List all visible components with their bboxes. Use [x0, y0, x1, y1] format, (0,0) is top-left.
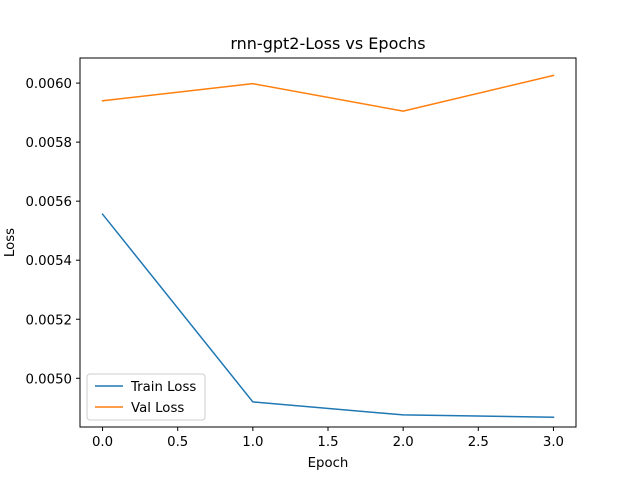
y-tick-label: 0.0056	[25, 195, 72, 210]
chart-title: rnn-gpt2-Loss vs Epochs	[230, 34, 425, 53]
series-line-train-loss	[101, 213, 555, 419]
legend-label-val-loss: Val Loss	[131, 401, 184, 416]
x-axis-ticks: 0.0 0.5 1.0 1.5 2.0 2.5 3.0	[92, 427, 564, 450]
plot-frame	[79, 57, 577, 428]
legend-label-train-loss: Train Loss	[130, 380, 196, 395]
legend: Train Loss Val Loss	[86, 373, 206, 421]
plot-area	[80, 58, 576, 427]
x-tick-label: 0.5	[167, 435, 188, 450]
y-tick-label: 0.0054	[25, 254, 72, 269]
x-tick-label: 1.0	[242, 435, 263, 450]
series-line-val-loss	[101, 74, 555, 112]
x-tick-label: 2.5	[468, 435, 489, 450]
x-tick-label: 3.0	[543, 435, 564, 450]
y-axis-ticks: 0.0050 0.0052 0.0054 0.0056 0.0058 0.0060	[25, 77, 80, 387]
x-tick-label: 0.0	[92, 435, 113, 450]
x-tick-label: 1.5	[317, 435, 338, 450]
y-tick-label: 0.0060	[25, 77, 72, 92]
y-tick-label: 0.0050	[25, 372, 72, 387]
x-tick-label: 2.0	[393, 435, 414, 450]
y-tick-label: 0.0058	[25, 136, 72, 151]
series-layer	[101, 74, 555, 419]
y-tick-label: 0.0052	[25, 313, 72, 328]
y-axis-title: Loss	[3, 228, 18, 257]
x-axis-title: Epoch	[308, 456, 349, 471]
